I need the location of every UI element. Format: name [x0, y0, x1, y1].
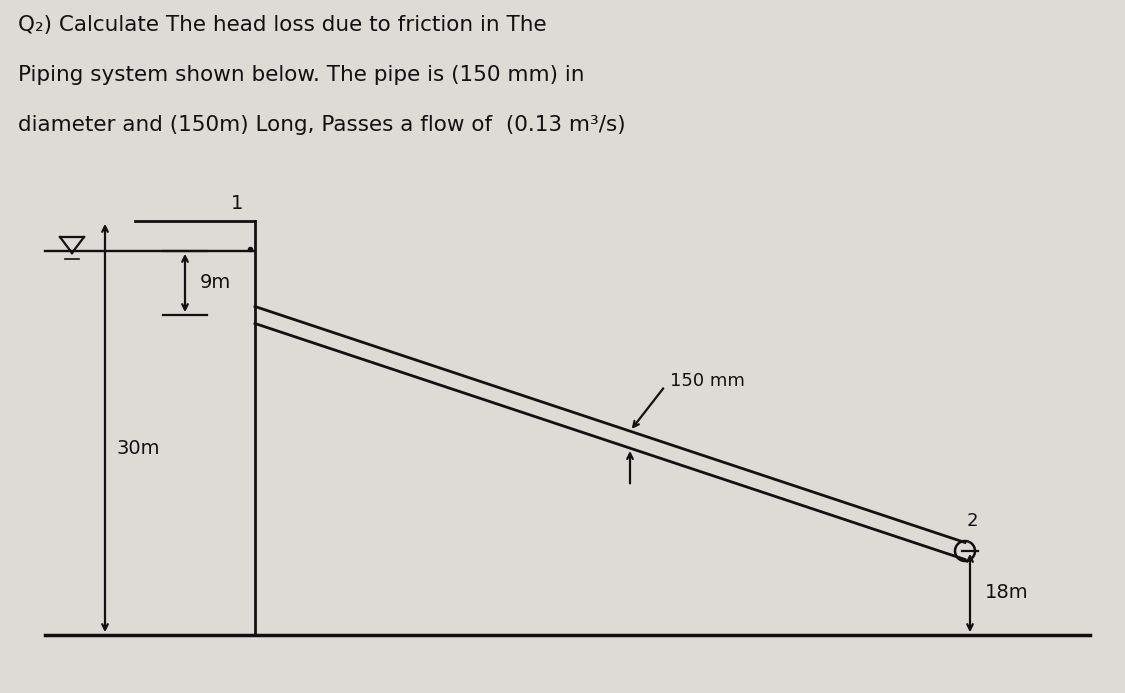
Text: 1: 1 — [231, 194, 243, 213]
Text: 150 mm: 150 mm — [670, 372, 745, 390]
Text: 18m: 18m — [986, 584, 1028, 602]
Text: 9m: 9m — [200, 274, 232, 292]
Text: Q₂) Calculate The head loss due to friction in The: Q₂) Calculate The head loss due to frict… — [18, 15, 547, 35]
Text: 30m: 30m — [117, 439, 161, 457]
Text: Piping system shown below. The pipe is (150 mm) in: Piping system shown below. The pipe is (… — [18, 65, 585, 85]
Text: 2: 2 — [968, 513, 979, 531]
Text: diameter and (150m) Long, Passes a flow of  (0.13 m³/s): diameter and (150m) Long, Passes a flow … — [18, 115, 626, 135]
